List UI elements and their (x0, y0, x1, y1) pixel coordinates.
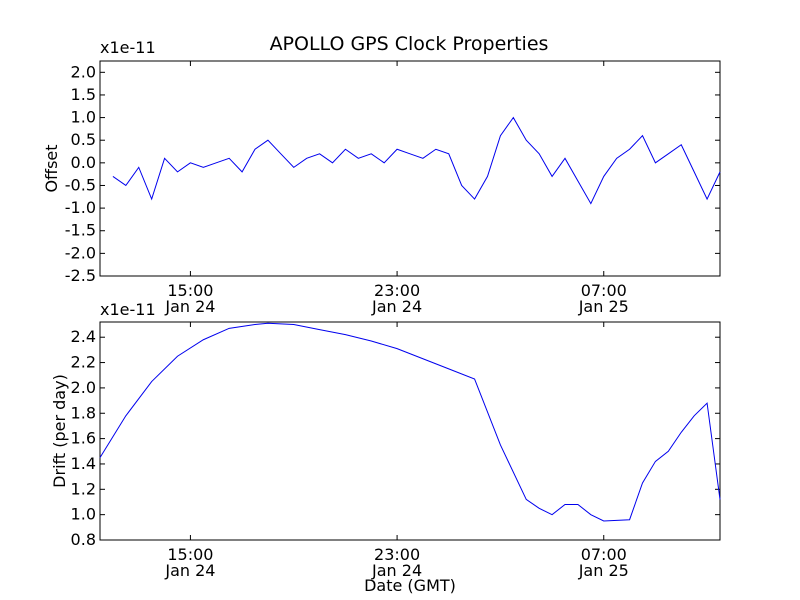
offset-y-ticks: -2.5 -2.0 -1.5 -1.0 -0.5 0.0 0.5 1.0 1.5 2.0 (65, 62, 720, 285)
drift-ytick-label: 1.6 (71, 429, 96, 448)
drift-series-line (99, 322, 721, 522)
drift-ytick-label: 1.2 (71, 479, 96, 498)
offset-ytick-label: 0.0 (71, 153, 96, 172)
drift-axes-frame (99, 321, 721, 541)
drift-y-ticks: 0.8 1.0 1.2 1.4 1.6 1.8 2.0 2.2 2.4 (71, 327, 720, 549)
drift-y-axis-label: Drift (per day) (50, 374, 69, 488)
drift-ytick-label: 2.4 (71, 327, 96, 346)
offset-xtick-date-label: Jan 24 (164, 297, 215, 316)
offset-series-line (112, 116, 721, 205)
offset-axes-frame (99, 60, 721, 277)
offset-ytick-label: 0.5 (71, 130, 96, 149)
offset-ytick-label: -1.0 (65, 198, 96, 217)
offset-ytick-label: -0.5 (65, 175, 96, 194)
offset-xtick-date-label: Jan 24 (371, 297, 422, 316)
x-axis-label: Date (GMT) (364, 576, 456, 595)
drift-xtick-date-label: Jan 24 (371, 561, 422, 580)
chart-title: APOLLO GPS Clock Properties (270, 33, 549, 55)
offset-ytick-label: 1.0 (71, 108, 96, 127)
drift-ytick-label: 2.2 (71, 353, 96, 372)
offset-y-axis-label: Offset (42, 144, 61, 192)
offset-ytick-label: -2.5 (65, 266, 96, 285)
drift-ytick-label: 1.4 (71, 454, 96, 473)
drift-y-multiplier: x1e-11 (100, 300, 156, 319)
drift-ytick-label: 1.8 (71, 403, 96, 422)
offset-xtick-time-label: 15:00 (167, 281, 213, 300)
offset-xtick-time-label: 07:00 (581, 281, 627, 300)
offset-ytick-label: 2.0 (71, 62, 96, 81)
drift-xtick-time-label: 23:00 (374, 545, 420, 564)
drift-ytick-label: 2.0 (71, 378, 96, 397)
drift-xtick-date-label: Jan 24 (164, 561, 215, 580)
drift-xtick-date-label: Jan 25 (578, 561, 629, 580)
drift-panel: x1e-11 Drift (per day) 0.8 1.0 1.2 1.4 1.6 1.… (50, 300, 721, 580)
offset-xtick-date-label: Jan 25 (578, 297, 629, 316)
offset-y-multiplier: x1e-11 (100, 38, 156, 57)
offset-ytick-label: -2.0 (65, 243, 96, 262)
drift-xtick-time-label: 15:00 (167, 545, 213, 564)
offset-ytick-label: -1.5 (65, 221, 96, 240)
offset-panel: x1e-11 Offset -2.5 -2.0 -1.5 -1.0 -0.5 0.0 0.5… (42, 38, 721, 316)
offset-ytick-label: 1.5 (71, 85, 96, 104)
drift-ytick-label: 0.8 (71, 530, 96, 549)
drift-ytick-label: 1.0 (71, 505, 96, 524)
offset-xtick-time-label: 23:00 (374, 281, 420, 300)
drift-xtick-time-label: 07:00 (581, 545, 627, 564)
